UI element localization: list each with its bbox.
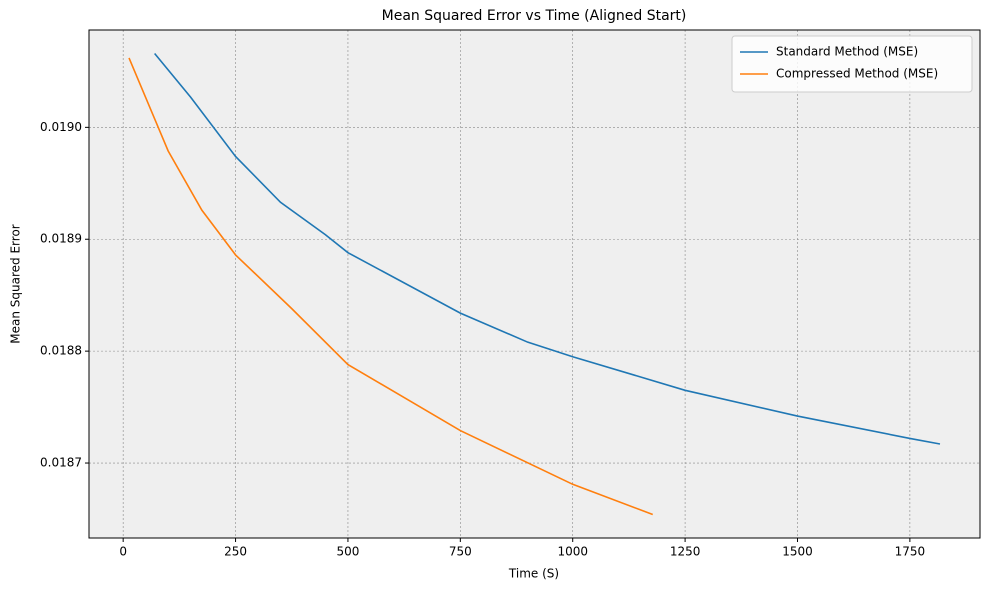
series-line <box>128 57 654 516</box>
legend-label: Standard Method (MSE) <box>776 45 918 59</box>
chart-title: Mean Squared Error vs Time (Aligned Star… <box>382 8 687 24</box>
plot-frame <box>88 29 981 539</box>
y-tick-label: 0.0188 <box>40 344 82 358</box>
legend: Standard Method (MSE) Compressed Method (… <box>731 35 973 93</box>
x-tick-label: 500 <box>336 545 359 559</box>
x-tick-label: 0 <box>119 545 127 559</box>
x-tick-label: 1750 <box>895 545 926 559</box>
plot-area <box>89 30 980 538</box>
y-tick-label: 0.0189 <box>40 232 82 246</box>
y-tick-label: 0.0187 <box>40 456 82 470</box>
x-tick-label: 750 <box>449 545 472 559</box>
grid <box>89 30 980 538</box>
x-tick-label: 1250 <box>670 545 701 559</box>
legend-label: Compressed Method (MSE) <box>776 67 938 81</box>
x-tick-label: 1000 <box>557 545 588 559</box>
series-line <box>154 52 941 445</box>
lines <box>128 52 941 516</box>
y-tick-label: 0.0190 <box>40 120 82 134</box>
x-tick-label: 1500 <box>782 545 813 559</box>
x-tick-label: 250 <box>224 545 247 559</box>
y-axis-label: Mean Squared Error <box>9 224 23 344</box>
x-axis-label: Time (S) <box>508 567 559 581</box>
legend-box <box>731 35 973 93</box>
